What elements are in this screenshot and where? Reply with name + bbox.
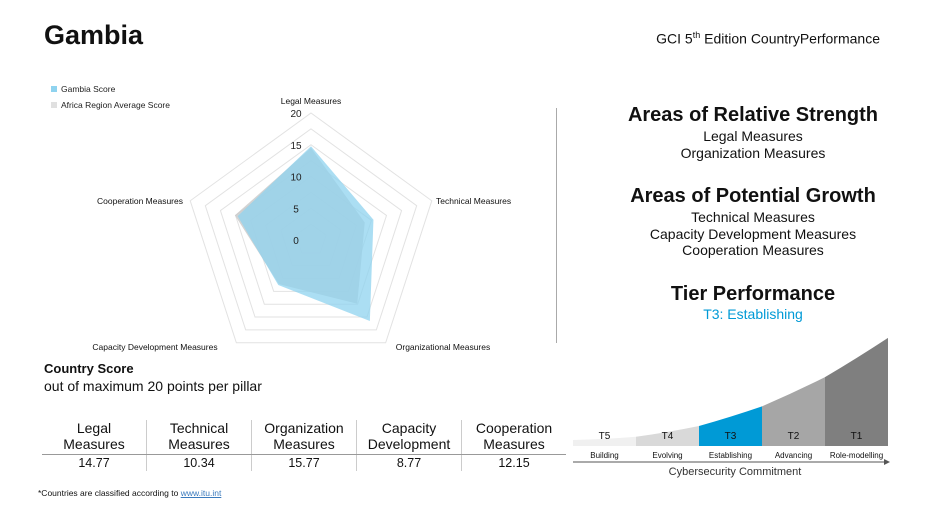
radar-tick-label: 0 <box>293 236 299 247</box>
tier-value: T3: Establishing <box>703 306 803 322</box>
arrow-icon <box>884 459 890 465</box>
radar-tick-label: 5 <box>293 204 299 215</box>
tier-code: T3 <box>725 431 737 442</box>
subtitle-prefix: GCI 5 <box>656 30 693 47</box>
score-legal: 14.77 <box>78 456 110 470</box>
score-value-row: 14.77 10.34 15.77 8.77 12.15 <box>42 454 566 471</box>
tier-bar-t5 <box>573 436 636 446</box>
radar-tick-label: 15 <box>290 141 302 152</box>
score-header-row: Legal Measures Technical Measures Organiza… <box>42 420 566 455</box>
country-score-title: Country Score <box>44 361 134 376</box>
growth-item: Cooperation Measures <box>682 242 824 258</box>
page-title: Gambia <box>44 20 144 50</box>
tier-code: T4 <box>662 431 674 442</box>
subtitle-suffix: Edition CountryPerformance <box>700 30 880 47</box>
radar-axis-label: Organizational Measures <box>396 342 491 352</box>
tier-bar-t3 <box>699 406 762 446</box>
tier-code: T5 <box>599 431 611 442</box>
tier-label: Advancing <box>775 451 812 460</box>
strength-item: Organization Measures <box>680 145 826 161</box>
header-cooperation: Cooperation Measures <box>461 420 566 455</box>
tier-chart: T5 Building T4 Evolving T3 Establishing T2 Adva… <box>573 337 890 478</box>
header-organization: Organization Measures <box>251 420 357 455</box>
score-cooperation: 12.15 <box>461 454 566 471</box>
legend-label: Africa Region Average Score <box>61 100 170 110</box>
legend-swatch <box>51 86 57 92</box>
radar-axis-label: Capacity Development Measures <box>92 342 217 352</box>
radar-tick-label: 10 <box>290 173 302 184</box>
divider <box>556 108 557 343</box>
tier-bar-t4 <box>636 425 699 446</box>
header-technical: Technical Measures <box>146 420 252 455</box>
tier-bar-t1 <box>825 337 888 446</box>
tier-code: T1 <box>851 431 863 442</box>
score-table: Legal Measures Technical Measures Organiza… <box>42 420 566 471</box>
radar-axis-label: Legal Measures <box>281 96 341 106</box>
tier-label: Establishing <box>709 451 752 460</box>
header-legal: Legal Measures <box>42 420 147 455</box>
tier-axis-label: Cybersecurity Commitment <box>669 466 802 478</box>
tier-label: Evolving <box>652 451 682 460</box>
tier-bar-t2 <box>762 377 825 446</box>
tier-label: Role-modelling <box>830 451 883 460</box>
radar-axis-label: Technical Measures <box>436 196 511 206</box>
footnote-text: *Countries are classified according to <box>38 488 181 498</box>
growth-item: Capacity Development Measures <box>649 226 857 242</box>
growth-item: Technical Measures <box>691 209 815 225</box>
itu-link[interactable]: www.itu.int <box>180 488 222 498</box>
radar-gridline <box>189 112 433 344</box>
footnote: *Countries are classified according to w… <box>38 488 221 498</box>
score-technical: 10.34 <box>146 454 252 471</box>
radar-chart: 0 5 10 15 20 Legal Measures Technical Measures… <box>51 84 511 352</box>
radar-axis-label: Cooperation Measures <box>97 196 183 206</box>
legend-swatch <box>51 102 57 108</box>
tier-title: Tier Performance <box>670 283 836 305</box>
legend-label: Gambia Score <box>61 84 116 94</box>
page-subtitle: GCI 5th Edition CountryPerformance <box>656 30 880 47</box>
tier-label: Building <box>590 451 618 460</box>
strength-title: Areas of Relative Strength <box>627 104 879 126</box>
score-organization: 15.77 <box>251 454 357 471</box>
radar-tick-label: 20 <box>290 109 302 120</box>
radar-series-gambia <box>237 146 374 322</box>
tier-code: T2 <box>788 431 800 442</box>
strength-item: Legal Measures <box>703 128 803 144</box>
radar-gridline <box>204 128 418 331</box>
score-capacity: 8.77 <box>356 454 462 471</box>
subtitle-sup: th <box>692 30 701 40</box>
growth-title: Areas of Potential Growth <box>630 185 876 207</box>
radar-gridline <box>219 144 403 318</box>
country-score-subtitle: out of maximum 20 points per pillar <box>44 378 262 394</box>
header-capacity: Capacity Development <box>356 420 462 455</box>
